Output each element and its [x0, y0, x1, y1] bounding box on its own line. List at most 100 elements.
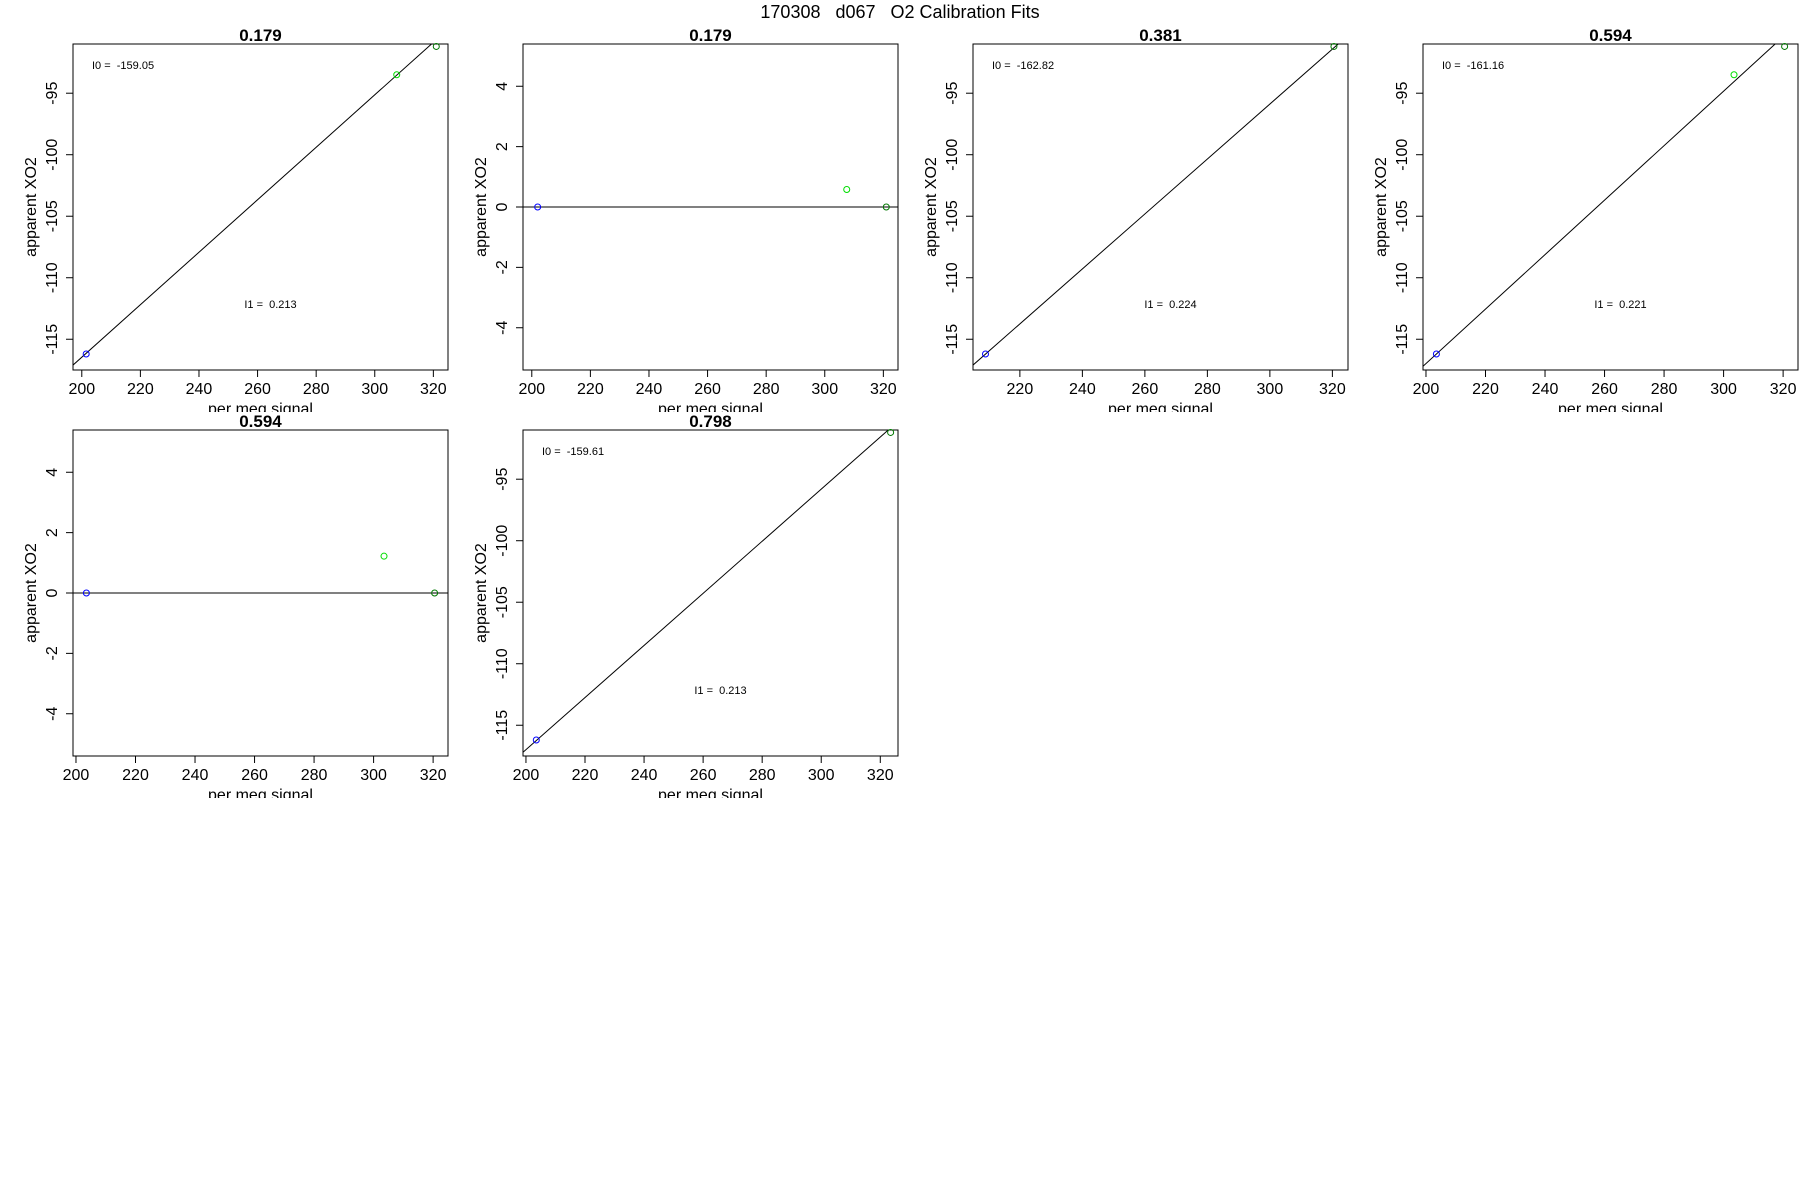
- x-tick-label: 300: [1710, 381, 1737, 398]
- x-tick-label: 320: [870, 381, 897, 398]
- data-point-blue: [82, 589, 90, 597]
- panel-title: 0.798: [689, 412, 732, 431]
- calibration-panel-1: 0.179 200 220 240 260 280 300 320 -115 -110 -105 -1…: [23, 26, 449, 412]
- data-point-green: [393, 71, 401, 79]
- x-tick-label: 200: [518, 381, 545, 398]
- x-tick-label: 240: [636, 381, 663, 398]
- x-tick-label: 280: [1651, 381, 1678, 398]
- x-tick-label: 200: [63, 767, 90, 784]
- data-point-dark-green: [431, 589, 439, 597]
- calibration-panel-5: 0.594 200 220 240 260 280 300 320 -4 -2 0 2 4 per meg…: [23, 412, 449, 798]
- x-tick-label: 280: [1194, 381, 1221, 398]
- x-tick-label: 200: [68, 381, 95, 398]
- x-tick-label: 300: [811, 381, 838, 398]
- x-axis-label: per meg signal: [658, 787, 763, 798]
- x-axis-label: per meg signal: [1108, 401, 1213, 412]
- panel-title: 0.594: [239, 412, 282, 431]
- x-tick-label: 240: [1532, 381, 1559, 398]
- y-tick-label: 0: [494, 202, 511, 211]
- intercept-annotation: I0 = -159.61: [542, 446, 604, 458]
- panel-title: 0.179: [239, 26, 282, 45]
- x-tick-label: 200: [1413, 381, 1440, 398]
- data-point-blue: [1432, 350, 1440, 358]
- y-tick-label: -2: [44, 646, 61, 660]
- intercept-annotation: I0 = -161.16: [1442, 60, 1504, 72]
- y-tick-label: -100: [44, 139, 61, 171]
- x-tick-label: 260: [1591, 381, 1618, 398]
- slope-annotation: I1 = 0.221: [1594, 299, 1646, 311]
- x-axis-label: per meg signal: [1558, 401, 1663, 412]
- x-tick-label: 320: [867, 767, 894, 784]
- y-tick-label: 2: [494, 142, 511, 151]
- x-tick-label: 240: [1069, 381, 1096, 398]
- x-tick-label: 280: [753, 381, 780, 398]
- y-tick-label: -115: [944, 324, 961, 355]
- y-axis-label: apparent XO2: [23, 157, 40, 257]
- panel-title: 0.594: [1589, 26, 1632, 45]
- y-tick-label: -115: [44, 324, 61, 355]
- y-axis-label: apparent XO2: [473, 543, 490, 643]
- y-tick-label: 2: [44, 528, 61, 537]
- y-tick-label: -100: [1394, 139, 1411, 171]
- x-tick-label: 300: [1257, 381, 1284, 398]
- x-tick-label: 300: [360, 767, 387, 784]
- x-tick-label: 240: [182, 767, 209, 784]
- y-axis-label: apparent XO2: [923, 157, 940, 257]
- x-tick-label: 260: [690, 767, 717, 784]
- y-tick-label: -115: [494, 710, 511, 741]
- calibration-panel-2: 0.179 200 220 240 260 280 300 320 -4 -2 0 2 4 per meg…: [473, 26, 899, 412]
- y-axis-label: apparent XO2: [23, 543, 40, 643]
- x-axis-label: per meg signal: [658, 401, 763, 412]
- intercept-annotation: I0 = -162.82: [992, 60, 1054, 72]
- x-tick-label: 300: [361, 381, 388, 398]
- x-axis-label: per meg signal: [208, 401, 313, 412]
- x-tick-label: 260: [244, 381, 271, 398]
- x-tick-label: 220: [577, 381, 604, 398]
- x-tick-label: 220: [1472, 381, 1499, 398]
- x-tick-label: 220: [122, 767, 149, 784]
- data-point-dark-green: [432, 42, 440, 50]
- y-tick-label: -95: [1394, 82, 1411, 105]
- data-point-dark-green: [882, 203, 890, 211]
- data-point-blue: [982, 350, 989, 358]
- fit-line: [1423, 44, 1776, 367]
- y-tick-label: -110: [944, 262, 961, 293]
- y-tick-label: 4: [44, 468, 61, 477]
- x-tick-label: 320: [420, 381, 447, 398]
- x-tick-label: 280: [749, 767, 776, 784]
- data-point-blue: [534, 203, 542, 211]
- y-tick-label: -4: [494, 321, 511, 335]
- y-tick-label: 4: [494, 82, 511, 91]
- x-tick-label: 260: [1132, 381, 1159, 398]
- x-tick-label: 220: [127, 381, 154, 398]
- slope-annotation: I1 = 0.213: [694, 685, 746, 697]
- data-point-dark-green: [1781, 42, 1789, 50]
- x-tick-label: 280: [303, 381, 330, 398]
- x-tick-label: 240: [631, 767, 658, 784]
- y-tick-label: -4: [44, 707, 61, 721]
- y-tick-label: -2: [494, 260, 511, 274]
- x-tick-label: 260: [241, 767, 268, 784]
- data-point-blue: [532, 736, 540, 744]
- x-tick-label: 220: [572, 767, 599, 784]
- data-point-blue: [82, 350, 90, 358]
- y-tick-label: 0: [44, 588, 61, 597]
- y-tick-label: -110: [494, 648, 511, 679]
- plot-frame: [72, 43, 449, 371]
- x-tick-label: 260: [694, 381, 721, 398]
- data-point-green: [1730, 71, 1738, 79]
- y-tick-label: -95: [494, 468, 511, 491]
- slope-annotation: I1 = 0.213: [244, 299, 296, 311]
- x-tick-label: 240: [186, 381, 213, 398]
- data-point-dark-green: [1330, 42, 1338, 50]
- y-tick-label: -105: [44, 200, 61, 232]
- y-axis-label: apparent XO2: [473, 157, 490, 257]
- calibration-panel-4: 0.594 200 220 240 260 280 300 320 -115 -110 -105 -1…: [1373, 26, 1799, 412]
- intercept-annotation: I0 = -159.05: [92, 60, 154, 72]
- y-tick-label: -105: [1394, 200, 1411, 232]
- y-tick-label: -100: [944, 139, 961, 171]
- fit-line: [73, 44, 433, 366]
- y-tick-label: -115: [1394, 324, 1411, 355]
- x-tick-label: 220: [1007, 381, 1034, 398]
- y-tick-label: -110: [44, 262, 61, 293]
